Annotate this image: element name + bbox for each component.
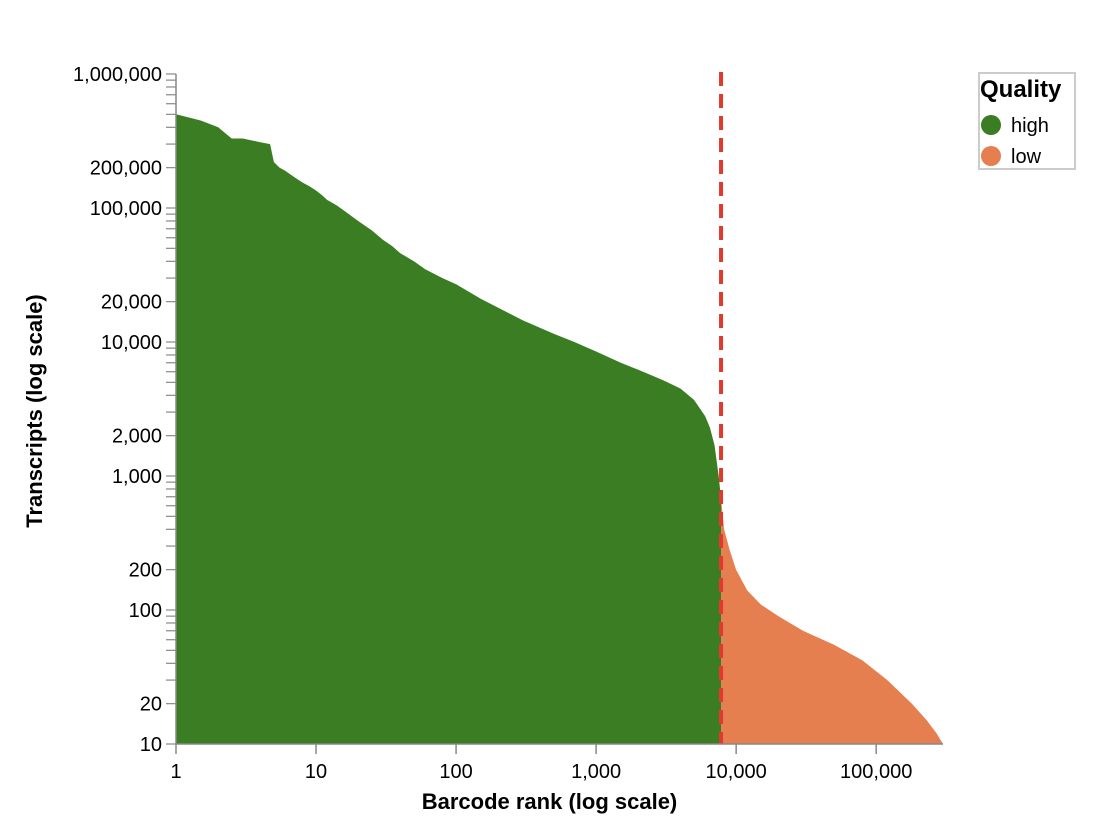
x-tick-label: 1,000 bbox=[571, 761, 621, 783]
y-tick-label: 100 bbox=[129, 600, 162, 622]
x-tick-label: 10,000 bbox=[706, 761, 767, 783]
area-high bbox=[176, 114, 721, 745]
y-tick-label: 1,000,000 bbox=[73, 64, 162, 86]
legend-title: Quality bbox=[980, 76, 1062, 103]
y-tick-label: 20,000 bbox=[101, 292, 162, 314]
y-tick-label: 200,000 bbox=[90, 158, 162, 180]
legend: Quality high low bbox=[978, 72, 1076, 170]
x-tick-label: 1 bbox=[170, 761, 181, 783]
x-tick-label: 100,000 bbox=[840, 761, 912, 783]
legend-items: high low bbox=[981, 115, 1049, 168]
y-tick-label: 20 bbox=[140, 694, 162, 716]
y-tick-label: 2,000 bbox=[112, 426, 162, 448]
legend-label-low: low bbox=[1011, 146, 1042, 168]
x-tick-label: 100 bbox=[439, 761, 472, 783]
y-axis-title: Transcripts (log scale) bbox=[22, 294, 47, 528]
legend-label-high: high bbox=[1011, 115, 1049, 137]
y-tick-label: 10 bbox=[140, 734, 162, 756]
y-tick-label: 10,000 bbox=[101, 332, 162, 354]
area-low bbox=[721, 498, 943, 744]
y-tick-label: 100,000 bbox=[90, 198, 162, 220]
area-layer bbox=[176, 114, 943, 745]
y-tick-label: 200 bbox=[129, 560, 162, 582]
x-axis-title: Barcode rank (log scale) bbox=[422, 789, 678, 814]
x-tick-label: 10 bbox=[305, 761, 327, 783]
legend-swatch-high bbox=[981, 115, 1001, 135]
legend-swatch-low bbox=[981, 146, 1001, 166]
axes-layer: 1,000,000 200,000 100,000 20,000 10,000 2,000… bbox=[73, 64, 943, 783]
y-tick-label: 1,000 bbox=[112, 466, 162, 488]
